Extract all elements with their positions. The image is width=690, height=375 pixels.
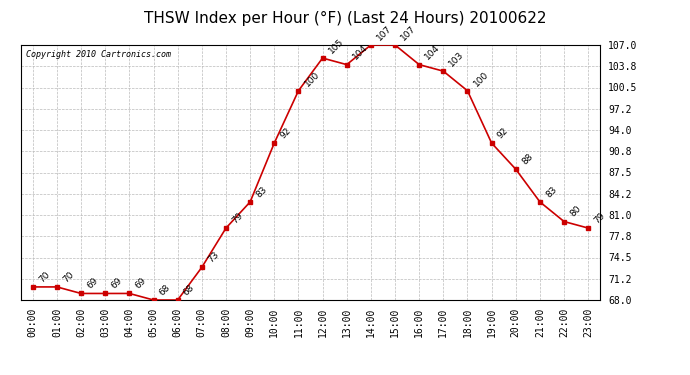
- Text: 69: 69: [86, 276, 100, 291]
- Text: 80: 80: [569, 204, 583, 219]
- Text: 70: 70: [61, 270, 76, 284]
- Text: 88: 88: [520, 152, 535, 166]
- Text: 70: 70: [37, 270, 52, 284]
- Text: 83: 83: [255, 184, 269, 199]
- Text: 104: 104: [351, 44, 369, 62]
- Text: 69: 69: [110, 276, 124, 291]
- Text: 73: 73: [206, 250, 221, 264]
- Text: 68: 68: [182, 283, 197, 297]
- Text: 68: 68: [158, 283, 172, 297]
- Text: 83: 83: [544, 184, 559, 199]
- Text: Copyright 2010 Cartronics.com: Copyright 2010 Cartronics.com: [26, 50, 172, 59]
- Text: 104: 104: [424, 44, 442, 62]
- Text: 79: 79: [230, 211, 245, 225]
- Text: 105: 105: [327, 37, 345, 55]
- Text: THSW Index per Hour (°F) (Last 24 Hours) 20100622: THSW Index per Hour (°F) (Last 24 Hours)…: [144, 11, 546, 26]
- Text: 79: 79: [593, 211, 607, 225]
- Text: 100: 100: [472, 69, 490, 88]
- Text: 103: 103: [448, 50, 466, 68]
- Text: 92: 92: [496, 126, 510, 140]
- Text: 107: 107: [375, 24, 393, 42]
- Text: 69: 69: [134, 276, 148, 291]
- Text: 100: 100: [303, 69, 321, 88]
- Text: 107: 107: [400, 24, 417, 42]
- Text: 92: 92: [279, 126, 293, 140]
